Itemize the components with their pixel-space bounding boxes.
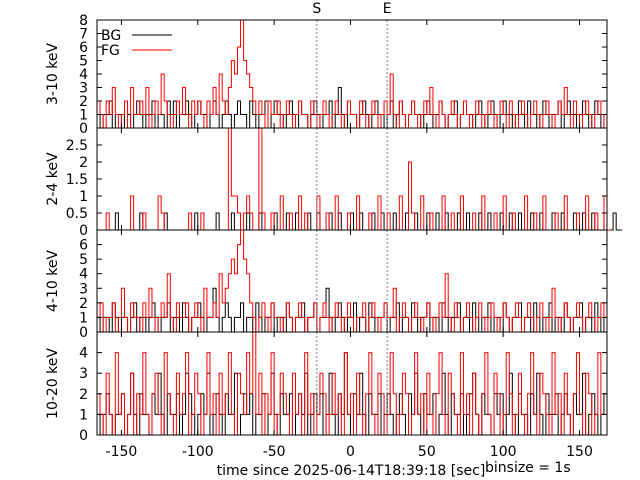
y-tick-label: 3	[79, 81, 88, 97]
panel-4-frame	[96, 331, 608, 436]
y-tick-label: 6	[79, 238, 88, 254]
y-tick-label: 0	[79, 428, 88, 444]
y-tick-label: 3	[79, 281, 88, 297]
y-tick-label: 6	[79, 40, 88, 56]
y-tick-label: 1	[79, 108, 88, 124]
legend-label-fg: FG	[101, 43, 120, 59]
x-tick-label: 0	[346, 444, 355, 460]
x-tick-label: -50	[263, 444, 286, 460]
y-tick-label: 8	[79, 13, 88, 29]
y-tick-label: 5	[79, 54, 88, 70]
y-tick-label: 2	[79, 94, 88, 110]
y-tick-label: 2	[79, 296, 88, 312]
marker-label-s: S	[312, 1, 321, 17]
y-tick-label: 2	[79, 155, 88, 171]
x-tick-label: 150	[566, 444, 593, 460]
y-tick-label: 3	[79, 366, 88, 382]
y-tick-label: 0	[79, 223, 88, 239]
binsize-annotation: binsize = 1s	[485, 460, 571, 476]
y-tick-label: 4	[79, 67, 88, 83]
y-tick-label: 4	[79, 267, 88, 283]
y-tick-label: 0	[79, 121, 88, 137]
marker-label-e: E	[383, 1, 392, 17]
y-tick-label: 1	[79, 189, 88, 205]
panel-3-series-fg	[97, 229, 607, 333]
y-tick-label: 1.5	[66, 172, 88, 188]
y-tick-label: 2	[79, 387, 88, 403]
y-tick-label: 5	[79, 252, 88, 268]
y-tick-label: 4	[79, 346, 88, 362]
panel-4-ylabel: 10-20 keV	[45, 348, 61, 419]
panel-2-ylabel: 2-4 keV	[45, 152, 61, 206]
panel-1-ylabel: 3-10 keV	[45, 43, 61, 105]
x-axis-label: time since 2025-06-14T18:39:18 [sec]	[217, 463, 486, 479]
y-tick-label: 1	[79, 310, 88, 326]
x-tick-label: -150	[106, 444, 138, 460]
panel-1-series-fg	[97, 19, 607, 129]
y-tick-label: 7	[79, 27, 88, 43]
x-tick-label: -100	[182, 444, 214, 460]
y-tick-label: 1	[79, 407, 88, 423]
panel-3-ylabel: 4-10 keV	[45, 250, 61, 312]
panel-4: 0 1 2 3 4 10-20 keV	[45, 331, 608, 444]
x-tick-label: 100	[490, 444, 517, 460]
y-tick-label: 2.5	[66, 138, 88, 154]
panel-4-series-fg	[97, 331, 604, 436]
y-tick-label: 0.5	[66, 206, 88, 222]
legend-label-bg: BG	[101, 28, 121, 44]
y-tick-label: 0	[79, 325, 88, 341]
panel-2: 00.511.522.5 2-4 keV	[45, 127, 623, 239]
x-tick-label: 50	[418, 444, 436, 460]
